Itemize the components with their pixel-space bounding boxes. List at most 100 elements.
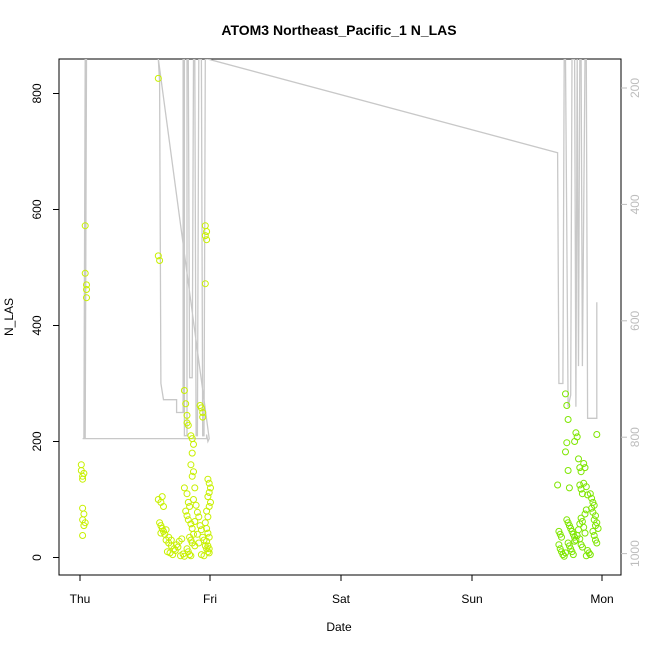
data-point — [592, 512, 599, 520]
y-tick-label: 600 — [30, 199, 44, 219]
data-point — [588, 494, 596, 502]
data-point — [191, 484, 199, 492]
data-point — [183, 490, 191, 498]
y2-axis: 200 400 600 800 1000 — [621, 78, 642, 567]
data-point — [207, 498, 214, 506]
data-point — [577, 514, 585, 522]
point-layer — [77, 74, 602, 560]
data-point — [80, 522, 88, 530]
data-point — [80, 469, 88, 477]
data-point — [205, 545, 213, 553]
data-point — [167, 536, 175, 544]
data-point — [195, 539, 203, 547]
data-point — [203, 525, 211, 532]
data-point — [205, 549, 213, 557]
data-point — [190, 468, 197, 476]
data-point — [195, 513, 203, 521]
x-tick-label: Thu — [70, 592, 91, 606]
data-point — [83, 286, 90, 293]
data-point — [593, 539, 601, 547]
data-point — [178, 535, 186, 543]
y-axis-label: N_LAS — [2, 298, 16, 336]
y2-tick-label: 800 — [628, 427, 642, 447]
data-point — [594, 525, 602, 532]
data-point — [205, 489, 213, 496]
data-point — [578, 490, 586, 498]
data-point — [187, 552, 195, 560]
data-point — [190, 440, 197, 448]
data-point — [555, 541, 563, 549]
data-point — [184, 498, 192, 506]
data-point — [565, 484, 573, 492]
data-point — [156, 257, 164, 264]
data-point — [83, 294, 90, 302]
data-point — [560, 552, 568, 560]
data-point — [79, 532, 87, 539]
data-point — [186, 551, 194, 559]
data-point — [200, 552, 208, 560]
data-point — [201, 232, 209, 240]
data-point — [582, 552, 590, 560]
data-point — [191, 518, 199, 525]
data-point — [83, 281, 90, 289]
data-point — [182, 400, 190, 408]
data-point — [578, 543, 586, 551]
series-line — [82, 59, 598, 444]
data-point — [197, 526, 205, 534]
data-point — [157, 529, 165, 537]
data-point — [563, 402, 571, 409]
x-tick-label: Sat — [332, 592, 351, 606]
data-point — [199, 409, 207, 416]
data-point — [188, 472, 196, 480]
data-point — [80, 510, 88, 518]
data-point — [563, 439, 571, 447]
data-point — [79, 504, 87, 512]
data-point — [581, 529, 589, 537]
data-point — [204, 513, 212, 521]
data-point — [576, 481, 584, 489]
data-point — [588, 504, 596, 512]
data-point — [204, 475, 212, 483]
data-point — [581, 510, 589, 518]
data-point — [558, 533, 565, 541]
data-point — [204, 493, 212, 501]
data-point — [554, 481, 562, 489]
x-tick-label: Sun — [461, 592, 482, 606]
data-point — [187, 461, 195, 469]
data-point — [582, 483, 590, 491]
data-point — [81, 222, 89, 230]
data-point — [192, 501, 200, 509]
data-point — [575, 455, 582, 463]
data-point — [580, 460, 588, 467]
data-point — [572, 429, 580, 437]
x-axis: Thu Fri Sat Sun Mon — [70, 575, 614, 606]
data-point — [160, 503, 167, 510]
data-point — [180, 484, 188, 492]
data-point — [580, 523, 588, 531]
data-point — [586, 551, 594, 559]
data-point — [184, 421, 192, 429]
data-point — [197, 404, 205, 412]
data-point — [562, 549, 569, 557]
y-tick-label: 400 — [30, 315, 44, 335]
data-point — [590, 532, 598, 539]
data-point — [199, 413, 207, 421]
data-point — [77, 461, 85, 469]
data-point — [201, 519, 209, 527]
data-point — [183, 512, 191, 520]
y2-tick-label: 600 — [628, 310, 642, 330]
data-point — [571, 438, 579, 445]
data-point — [593, 431, 601, 438]
data-point — [581, 464, 589, 472]
data-point — [190, 496, 197, 503]
data-point — [205, 479, 213, 487]
data-point — [562, 390, 569, 398]
x-axis-label: Date — [326, 620, 352, 634]
data-point — [203, 228, 211, 235]
data-point — [162, 526, 170, 534]
data-point — [204, 529, 212, 537]
data-point — [569, 551, 577, 559]
data-point — [182, 507, 190, 515]
data-point — [586, 490, 594, 498]
data-point — [576, 464, 584, 472]
